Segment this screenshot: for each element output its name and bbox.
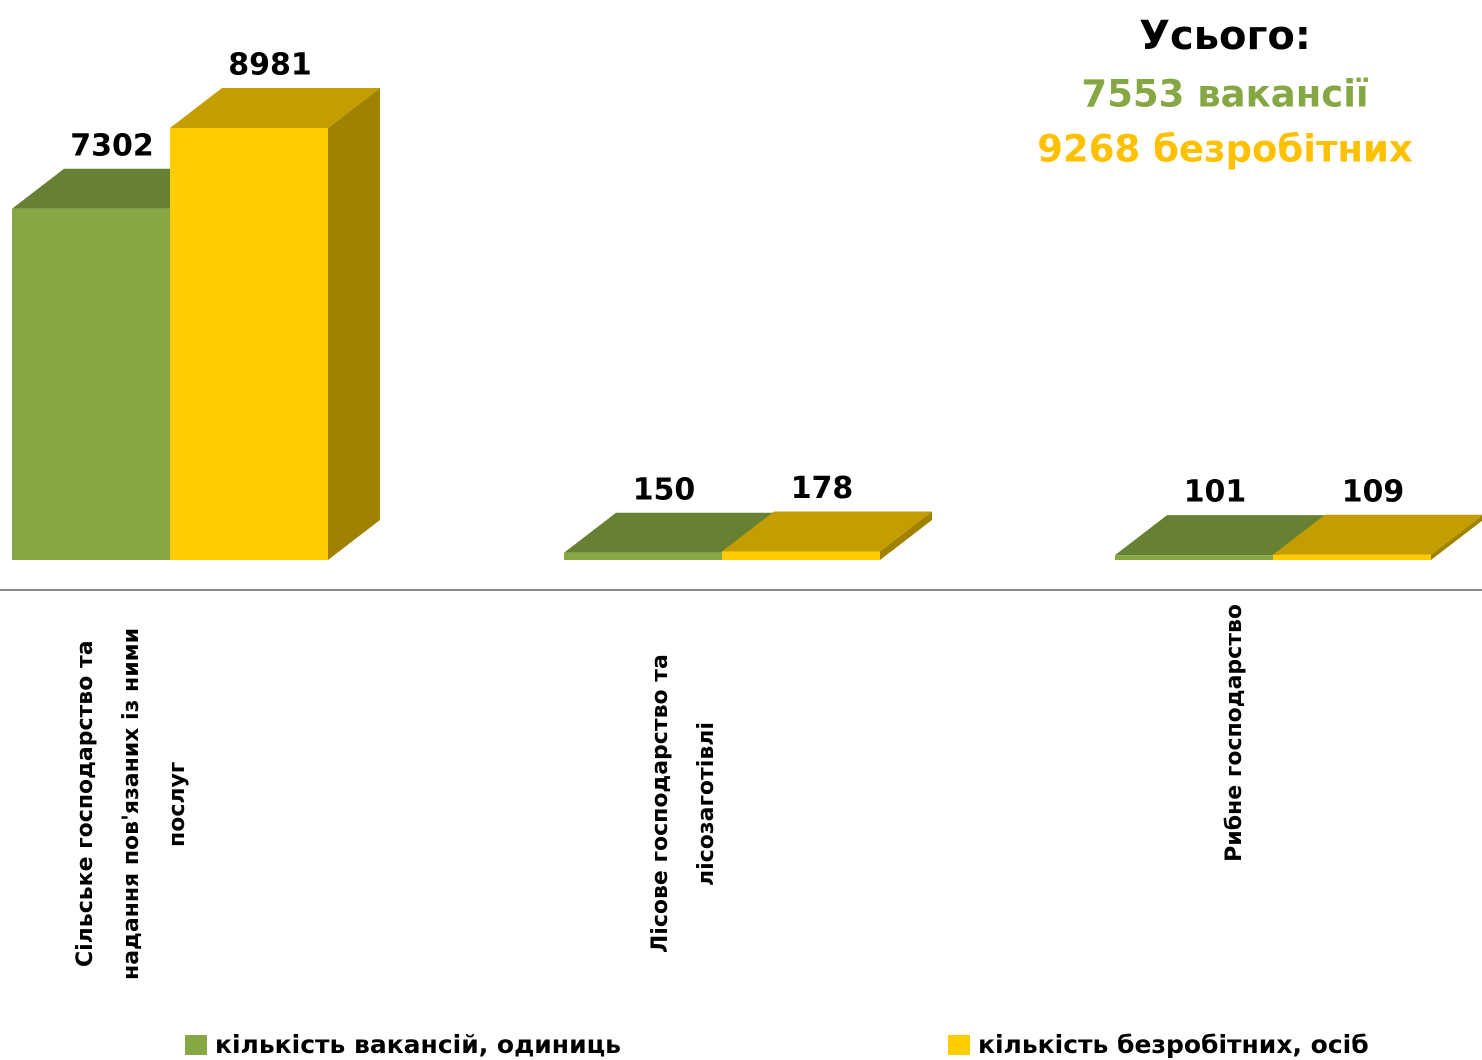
bar [170, 128, 328, 560]
value-label: 150 [633, 472, 696, 507]
bar [722, 551, 880, 560]
bar-top [1273, 514, 1482, 555]
category-label: Сільське господарство та надання пов'яза… [73, 627, 190, 981]
legend-label: кількість безробітних, осіб [978, 1030, 1369, 1059]
value-label: 178 [791, 471, 854, 506]
bar-top [722, 511, 932, 552]
category-label: Рибне господарство [1222, 604, 1247, 862]
legend-label: кількість вакансій, одиниць [215, 1030, 621, 1059]
bar [1273, 554, 1431, 560]
category-label: Лісове господарство та лісозаготівлі [648, 654, 719, 954]
legend-swatch [948, 1035, 970, 1055]
bar-side [1431, 515, 1482, 560]
bar-side [328, 88, 380, 560]
value-label: 7302 [70, 128, 154, 163]
value-label: 109 [1342, 474, 1405, 509]
value-label: 101 [1184, 475, 1247, 510]
bar-top [1115, 515, 1325, 556]
bar-top [170, 88, 380, 128]
total-unemployed: 9268 безробітних [1037, 128, 1413, 171]
bar-top [564, 512, 774, 553]
legend-swatch [185, 1035, 207, 1055]
bar-top [12, 168, 222, 209]
value-label: 8981 [228, 48, 312, 83]
total-vacancies: 7553 вакансії [1081, 73, 1369, 116]
total-title: Усього: [1139, 13, 1311, 59]
bar [12, 208, 170, 560]
bar [1115, 555, 1273, 560]
bar [564, 552, 722, 560]
bar-side [880, 511, 932, 560]
